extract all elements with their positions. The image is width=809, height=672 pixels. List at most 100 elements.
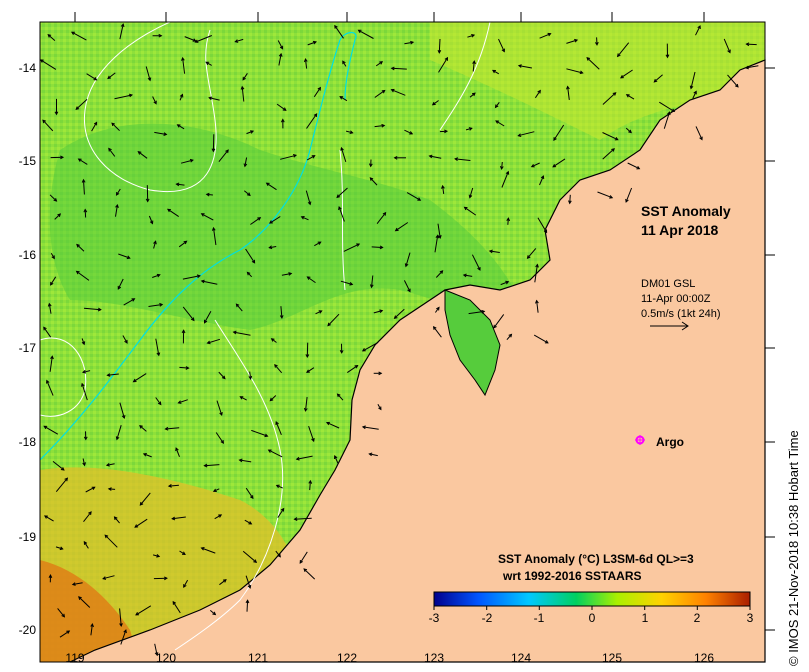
- current-arrow-head: [164, 426, 169, 431]
- current-arrow: [404, 41, 414, 45]
- current-arrow-head: [104, 534, 109, 539]
- current-arrow-head: [279, 315, 284, 320]
- colorbar-tick-label: -2: [482, 611, 493, 625]
- current-arrow-head: [115, 436, 120, 441]
- current-arrow: [534, 264, 538, 283]
- current-arrow-head: [378, 406, 382, 411]
- current-arrow: [347, 365, 358, 374]
- current-arrow-head: [334, 24, 338, 29]
- lat-axis: -14 -15 -16 -17 -18 -19 -20: [19, 61, 775, 637]
- current-arrow-head: [526, 255, 531, 260]
- current-arrow: [241, 86, 245, 102]
- current-arrow-head: [407, 288, 411, 293]
- current-arrow-head: [508, 333, 513, 338]
- current-arrow-head: [81, 178, 86, 183]
- lat-tick-label: -14: [19, 61, 37, 75]
- current-arrow-head: [494, 104, 499, 109]
- current-arrow-head: [75, 106, 80, 111]
- colorbar-tick-label: 1: [642, 611, 649, 625]
- current-arrow-head: [269, 397, 274, 402]
- current-arrow: [296, 455, 313, 460]
- current-arrow: [374, 125, 385, 128]
- current-arrow-head: [354, 365, 359, 369]
- current-arrow: [135, 605, 152, 616]
- current-arrow-head: [181, 56, 185, 61]
- current-arrow-head: [410, 40, 415, 45]
- current-arrow: [337, 393, 344, 401]
- current-arrow: [233, 331, 251, 336]
- current-arrow: [281, 273, 292, 276]
- current-arrow-head: [311, 438, 315, 443]
- current-arrow-head: [82, 462, 86, 467]
- current-arrow-head: [594, 41, 599, 46]
- current-arrow-head: [246, 192, 251, 197]
- current-arrow: [659, 101, 675, 112]
- lat-tick-label: -17: [19, 341, 37, 355]
- current-arrow-head: [221, 375, 226, 380]
- current-arrow-head: [265, 182, 270, 187]
- current-arrow-head: [267, 449, 272, 453]
- current-arrow-head: [744, 65, 749, 70]
- current-arrow-head: [163, 576, 168, 581]
- current-arrow-head: [428, 154, 433, 159]
- lat-tick-label: -18: [19, 435, 37, 449]
- current-arrow-head: [43, 425, 48, 430]
- current-arrow-head: [183, 240, 188, 245]
- current-arrow: [78, 158, 88, 165]
- current-arrow: [518, 131, 535, 137]
- current-arrow-head: [248, 521, 253, 525]
- gulf-inlet: [444, 289, 501, 397]
- current-arrow: [76, 244, 85, 252]
- current-arrow: [305, 397, 308, 411]
- current-arrow: [240, 396, 247, 401]
- current-arrow: [692, 91, 697, 99]
- current-arrow-head: [48, 574, 53, 579]
- current-arrow: [695, 126, 703, 140]
- current-arrow: [306, 367, 315, 373]
- current-arrow-head: [75, 270, 80, 275]
- current-arrow: [274, 364, 283, 374]
- current-arrow: [275, 421, 282, 435]
- current-arrow-head: [240, 85, 245, 90]
- current-arrow: [102, 575, 115, 580]
- current-arrow: [625, 127, 632, 133]
- current-arrow: [376, 212, 386, 225]
- current-arrow-head: [462, 273, 467, 278]
- colorbar-subtitle: wrt 1992-2016 SSTAARS: [502, 569, 642, 583]
- current-arrow: [269, 246, 277, 249]
- current-arrow-head: [81, 382, 85, 387]
- current-arrow-head: [463, 206, 468, 211]
- current-arrow-head: [46, 379, 50, 384]
- current-arrow: [82, 458, 86, 466]
- current-arrow: [168, 484, 179, 487]
- current-arrow: [178, 399, 188, 404]
- current-arrow: [167, 208, 179, 218]
- current-arrow-head: [409, 131, 414, 135]
- current-arrow-head: [361, 348, 366, 352]
- current-arrow: [374, 90, 385, 98]
- current-arrow-head: [693, 90, 697, 95]
- lon-axis: 119 120 121 122 123 124 125 126: [65, 12, 714, 665]
- current-arrow-head: [208, 96, 213, 101]
- current-arrow-head: [232, 330, 237, 335]
- current-arrow: [277, 40, 284, 50]
- current-arrow-head: [307, 201, 312, 206]
- current-arrow-head: [356, 243, 361, 247]
- current-arrow-head: [50, 355, 54, 360]
- current-arrow-head: [303, 407, 308, 412]
- current-arrow: [569, 194, 571, 204]
- current-arrow: [242, 73, 248, 81]
- current-arrow: [467, 34, 475, 38]
- current-arrow-head: [404, 263, 409, 268]
- current-arrow: [299, 551, 308, 564]
- current-arrow-head: [438, 235, 442, 240]
- current-arrow: [236, 303, 243, 312]
- current-arrow: [343, 243, 360, 252]
- current-arrow: [338, 206, 345, 222]
- current-arrow: [518, 65, 532, 69]
- current-arrow-head: [361, 425, 366, 430]
- current-arrow: [313, 87, 321, 98]
- current-arrow-head: [620, 74, 624, 79]
- current-arrow: [277, 508, 285, 518]
- current-arrow-head: [306, 276, 311, 280]
